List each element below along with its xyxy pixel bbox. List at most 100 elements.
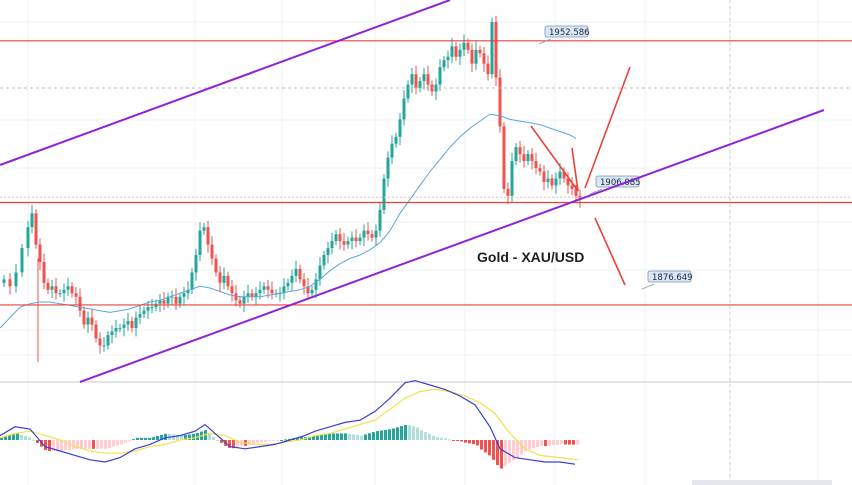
macd-histogram-bar — [208, 433, 211, 440]
candle-body — [314, 279, 318, 290]
candlestick-series — [2, 15, 582, 362]
candle-body — [178, 296, 182, 304]
macd-histogram-bar — [148, 437, 151, 440]
macd-histogram-bar — [68, 440, 71, 450]
macd-histogram-bar — [376, 431, 379, 440]
candle-body — [530, 154, 534, 162]
level-price-tag: 1906.085 — [589, 175, 641, 195]
trend-drawings — [0, 0, 825, 383]
candle-body — [358, 237, 362, 242]
candle-body — [438, 67, 442, 85]
candle-body — [462, 42, 466, 50]
candle-body — [202, 227, 206, 231]
candle-body — [122, 324, 126, 329]
price-tag-pointer — [641, 283, 655, 290]
candle-body — [466, 42, 470, 50]
candle-body — [134, 317, 138, 329]
candle-body — [434, 84, 438, 92]
macd-histogram-bar — [52, 440, 55, 451]
candle-body — [98, 338, 102, 346]
macd-histogram-bar — [360, 435, 363, 440]
macd-histogram-bar — [504, 440, 507, 466]
macd-histogram-bar — [128, 440, 131, 441]
candle-body — [518, 147, 522, 155]
macd-histogram-bar — [256, 440, 259, 443]
macd-signal-line — [0, 388, 579, 461]
macd-histogram-bar — [216, 440, 219, 441]
macd-histogram-bar — [284, 439, 287, 441]
macd-histogram-bar — [512, 440, 515, 461]
candle-body — [82, 310, 86, 325]
price-tag-label: 1876.649 — [652, 273, 693, 283]
candle-body — [446, 56, 450, 61]
macd-histogram-bar — [184, 435, 187, 440]
candle-body — [238, 300, 242, 304]
macd-histogram-bar — [288, 438, 291, 440]
macd-histogram-bar — [136, 437, 139, 440]
candle-body — [422, 74, 426, 82]
macd-histogram-bar — [452, 440, 455, 441]
candle-body — [50, 286, 54, 290]
candle-body — [398, 119, 402, 137]
moving-average-line — [0, 113, 577, 329]
candle-body — [46, 282, 50, 290]
candle-body — [570, 185, 574, 189]
macd-histogram-bar — [152, 437, 155, 440]
candle-body — [326, 248, 330, 256]
candle-body — [474, 49, 478, 64]
candle-body — [394, 136, 398, 144]
candle-body — [310, 289, 314, 294]
candle-body — [250, 293, 254, 297]
macd-histogram-bar — [28, 437, 31, 440]
level-price-tag: 1876.649 — [641, 270, 693, 290]
macd-histogram-bar — [0, 437, 3, 440]
macd-histogram-bar — [120, 440, 123, 445]
candle-body — [20, 248, 24, 273]
candle-body — [290, 275, 294, 283]
candle-body — [502, 126, 506, 189]
candle-body — [386, 157, 390, 179]
candle-body — [218, 272, 222, 283]
candle-body — [214, 258, 218, 273]
candle-body — [114, 328, 118, 332]
candle-body — [306, 286, 310, 294]
candle-body — [210, 244, 214, 259]
candle-body — [30, 213, 34, 228]
candle-body — [494, 21, 498, 78]
candle-body — [150, 307, 154, 309]
macd-histogram-bar — [500, 440, 503, 469]
macd-histogram-bar — [84, 440, 87, 449]
price-tag-pointer — [589, 188, 603, 195]
candle-body — [138, 314, 142, 318]
price-tag-box — [544, 25, 589, 38]
candle-body — [498, 77, 502, 127]
candle-body — [426, 74, 430, 85]
candle-body — [562, 171, 566, 179]
candle-body — [2, 279, 6, 283]
level-price-tag: 1952.586 — [538, 25, 590, 45]
macd-histogram-bar — [36, 440, 39, 444]
candle-body — [186, 289, 190, 294]
candle-body — [70, 286, 74, 294]
macd-histogram-bar — [192, 433, 195, 440]
macd-histogram-bar — [8, 435, 11, 440]
candle-body — [54, 286, 58, 294]
macd-histogram-bar — [264, 440, 267, 442]
candle-body — [470, 49, 474, 64]
macd-histogram-bar — [576, 440, 579, 445]
candle-body — [42, 261, 46, 283]
macd-histogram-bar — [328, 433, 331, 440]
candle-body — [490, 21, 494, 75]
macd-histogram-bar — [572, 440, 575, 445]
macd-histogram-bar — [112, 440, 115, 447]
macd-histogram-bar — [348, 433, 351, 440]
candle-body — [170, 296, 174, 298]
candle-body — [286, 282, 290, 287]
candle-body — [62, 289, 66, 294]
candle-body — [234, 293, 238, 301]
candle-body — [402, 98, 406, 120]
macd-histogram-bar — [172, 434, 175, 440]
macd-histogram-bar — [408, 425, 411, 440]
macd-histogram-bar — [316, 435, 319, 440]
